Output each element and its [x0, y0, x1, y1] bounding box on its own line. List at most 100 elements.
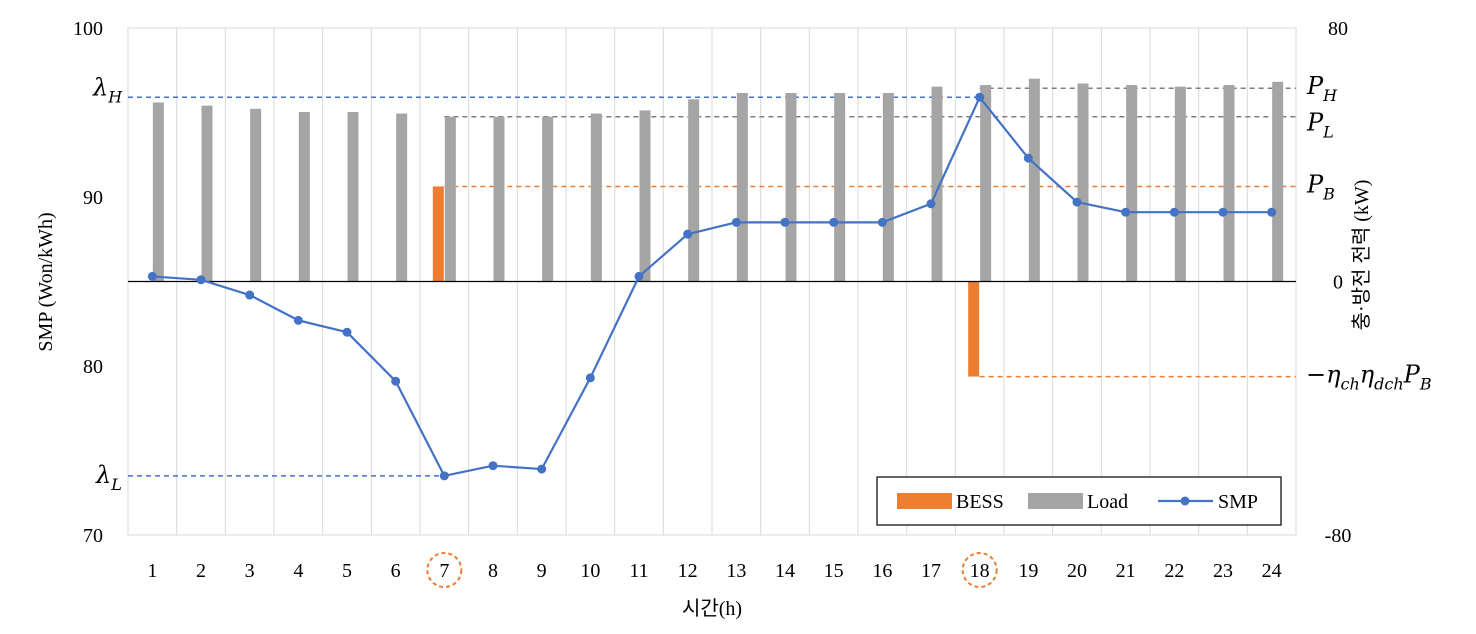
legend-swatch-bess — [897, 493, 952, 509]
highlight-circle — [426, 552, 463, 588]
y-left-tick-label: 80 — [83, 356, 103, 378]
legend-label-bess: BESS — [956, 491, 1004, 513]
x-tick-label: 17 — [921, 560, 941, 582]
smp-point — [780, 217, 790, 227]
load-bar — [1077, 83, 1089, 282]
load-bar — [590, 113, 602, 282]
y-right-tick-label: -80 — [1325, 525, 1352, 547]
reference-labels: λH λL PH PL PB −ηchηdchPB — [92, 72, 1432, 494]
highlight-circles — [426, 552, 998, 588]
smp-point — [147, 271, 157, 281]
x-tick-label: 19 — [1018, 560, 1038, 582]
y-axis-left-title: SMP (Won/kWh) — [35, 212, 57, 351]
load-bar — [639, 110, 651, 282]
bess-bar — [432, 186, 444, 282]
x-tick-label: 18 — [970, 560, 990, 582]
x-axis-title: 시간(h) — [682, 597, 742, 620]
smp-point — [537, 464, 547, 474]
p-l-label: PL — [1306, 109, 1334, 142]
x-tick-label: 4 — [293, 560, 303, 582]
x-tick-label: 24 — [1262, 560, 1282, 582]
legend-label-load: Load — [1087, 491, 1128, 513]
smp-point — [245, 290, 255, 300]
smp-point — [1218, 207, 1228, 217]
smp-point — [1267, 207, 1277, 217]
smp-point — [877, 217, 887, 227]
smp-line — [147, 92, 1277, 481]
x-tick-label: 2 — [196, 560, 206, 582]
smp-point — [683, 229, 693, 239]
bess-bar — [968, 281, 980, 377]
y-left-tick-label: 90 — [83, 187, 103, 209]
smp-point — [342, 327, 352, 337]
p-b-label: PB — [1306, 170, 1335, 203]
lambda-l-label: λL — [95, 461, 122, 494]
smp-point — [439, 471, 449, 481]
bars — [152, 78, 1284, 377]
x-tick-label: 11 — [629, 560, 648, 582]
x-tick-label: 23 — [1213, 560, 1233, 582]
load-bar — [347, 111, 359, 282]
smp-point — [731, 217, 741, 227]
smp-point — [1023, 153, 1033, 163]
load-bar — [882, 92, 894, 282]
load-bar — [785, 92, 797, 282]
load-bar — [152, 102, 164, 282]
load-bar — [493, 116, 505, 282]
smp-point — [488, 461, 498, 471]
x-tick-label: 9 — [537, 560, 547, 582]
x-tick-label: 6 — [391, 560, 401, 582]
legend-label-smp: SMP — [1218, 491, 1258, 513]
load-bar — [1223, 85, 1235, 282]
x-tick-label: 10 — [580, 560, 600, 582]
x-tick-label: 3 — [245, 560, 255, 582]
legend: BESS Load SMP — [876, 476, 1282, 526]
load-bar — [931, 86, 943, 282]
smp-point — [829, 217, 839, 227]
x-tick-label: 13 — [726, 560, 746, 582]
load-bar — [201, 105, 213, 282]
smp-point — [1169, 207, 1179, 217]
load-bar — [834, 92, 846, 282]
smp-point — [1072, 197, 1082, 207]
load-bar — [298, 111, 310, 282]
load-bar — [396, 113, 408, 282]
x-tick-label: 15 — [824, 560, 844, 582]
x-tick-label: 21 — [1116, 560, 1136, 582]
smp-point — [926, 199, 936, 209]
highlight-circle — [961, 552, 998, 588]
x-tick-label: 20 — [1067, 560, 1087, 582]
smp-polyline — [152, 96, 1272, 477]
y-left-tick-label: 70 — [83, 525, 103, 547]
smp-point — [196, 275, 206, 285]
x-tick-label: 5 — [342, 560, 352, 582]
load-bar — [1126, 85, 1138, 282]
load-bar — [1174, 86, 1186, 282]
load-bar — [1272, 81, 1284, 282]
x-tick-label: 14 — [775, 560, 795, 582]
smp-point — [391, 376, 401, 386]
x-tick-label: 8 — [488, 560, 498, 582]
smp-point — [634, 271, 644, 281]
load-bar — [736, 92, 748, 282]
smp-point — [293, 315, 303, 325]
smp-point — [975, 92, 985, 102]
smp-point — [585, 373, 595, 383]
y-left-tick-label: 100 — [73, 18, 103, 40]
y-right-tick-label: 0 — [1333, 272, 1343, 294]
lambda-h-label: λH — [92, 73, 123, 106]
load-bar — [444, 116, 456, 282]
load-bar — [980, 85, 992, 282]
x-tick-label: 12 — [678, 560, 698, 582]
x-tick-label: 22 — [1164, 560, 1184, 582]
y-axis-right-title: 충·방전 전력 (kW) — [1350, 180, 1373, 331]
load-bar — [688, 99, 700, 282]
load-bar — [250, 108, 262, 282]
reference-lines — [128, 87, 1296, 477]
smp-point — [1121, 207, 1131, 217]
x-tick-label: 16 — [872, 560, 892, 582]
x-tick-label: 1 — [147, 560, 157, 582]
p-h-label: PH — [1306, 72, 1338, 105]
legend-swatch-smp-marker — [1180, 496, 1190, 506]
